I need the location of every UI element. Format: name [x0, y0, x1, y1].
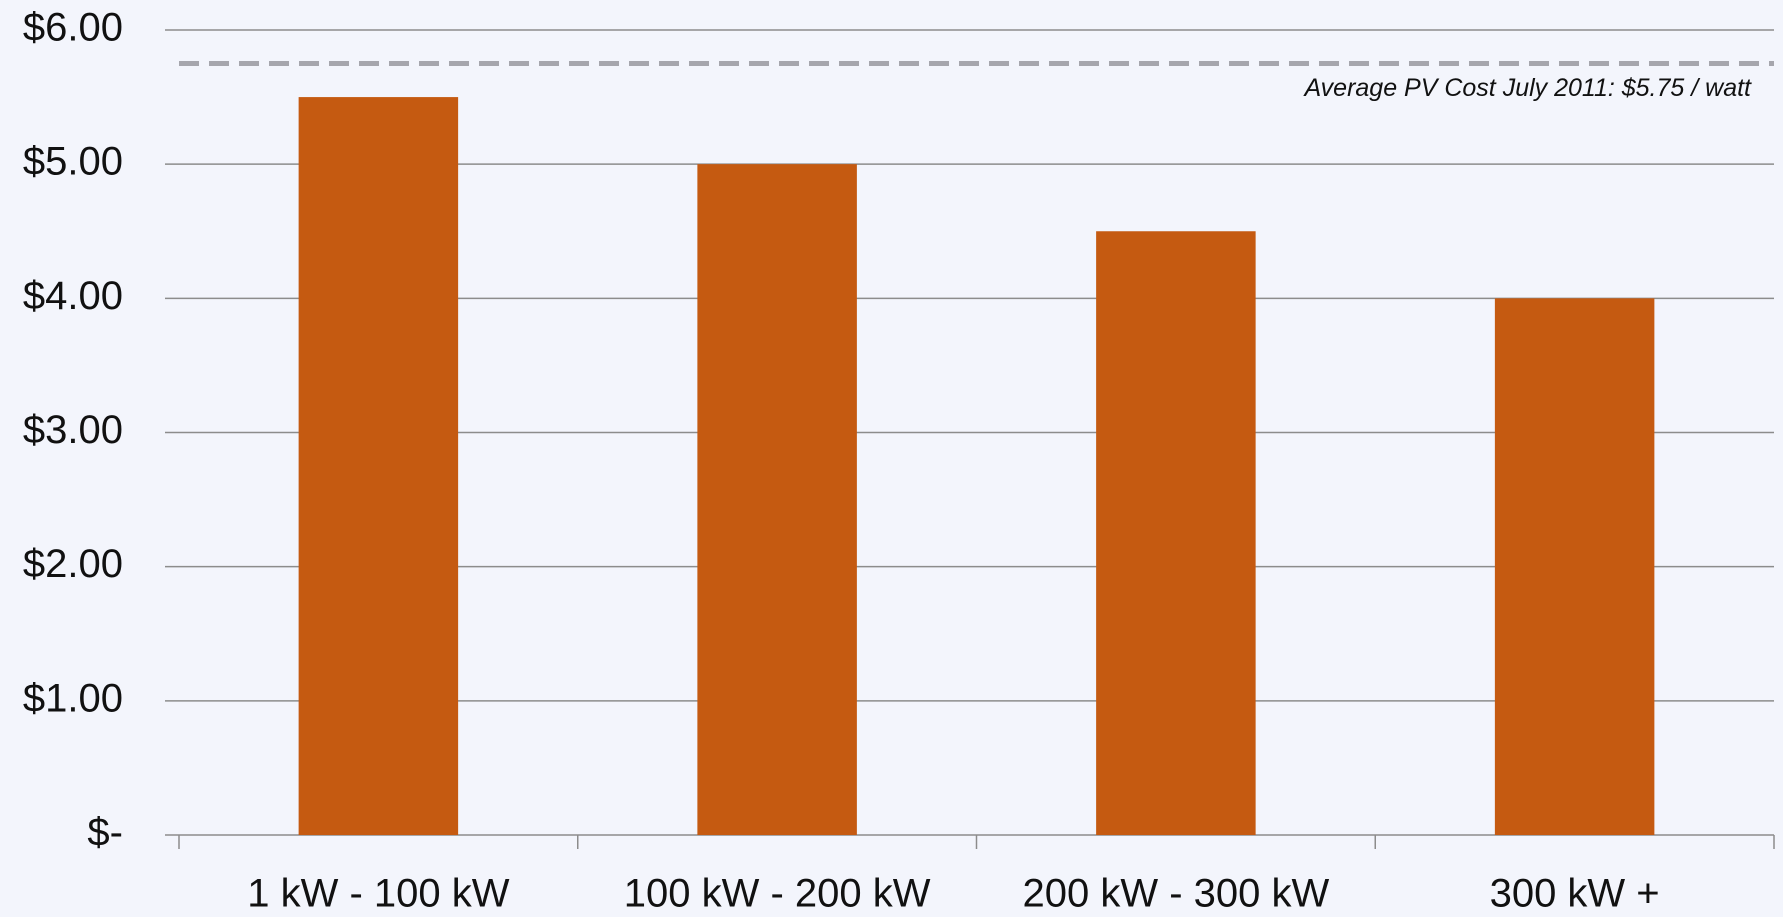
- y-tick-label: $6.00: [23, 6, 123, 50]
- x-tick-label: 100 kW - 200 kW: [624, 872, 931, 916]
- bar: [298, 97, 459, 836]
- x-tick-label: 300 kW +: [1490, 872, 1660, 916]
- bar: [1494, 298, 1655, 835]
- x-tick-label: 200 kW - 300 kW: [1022, 872, 1329, 916]
- y-tick-label: $5.00: [23, 140, 123, 184]
- y-tick-label: $1.00: [23, 676, 123, 720]
- y-tick-label: $3.00: [23, 408, 123, 452]
- x-tick-label: 1 kW - 100 kW: [247, 872, 510, 916]
- bar: [697, 164, 857, 835]
- y-tick-label: $4.00: [23, 274, 123, 318]
- y-tick-label: $-: [87, 811, 123, 855]
- bar: [1096, 231, 1256, 835]
- annotation: Average PV Cost July 2011: $5.75 / watt: [1302, 74, 1752, 102]
- y-tick-label: $2.00: [23, 542, 123, 586]
